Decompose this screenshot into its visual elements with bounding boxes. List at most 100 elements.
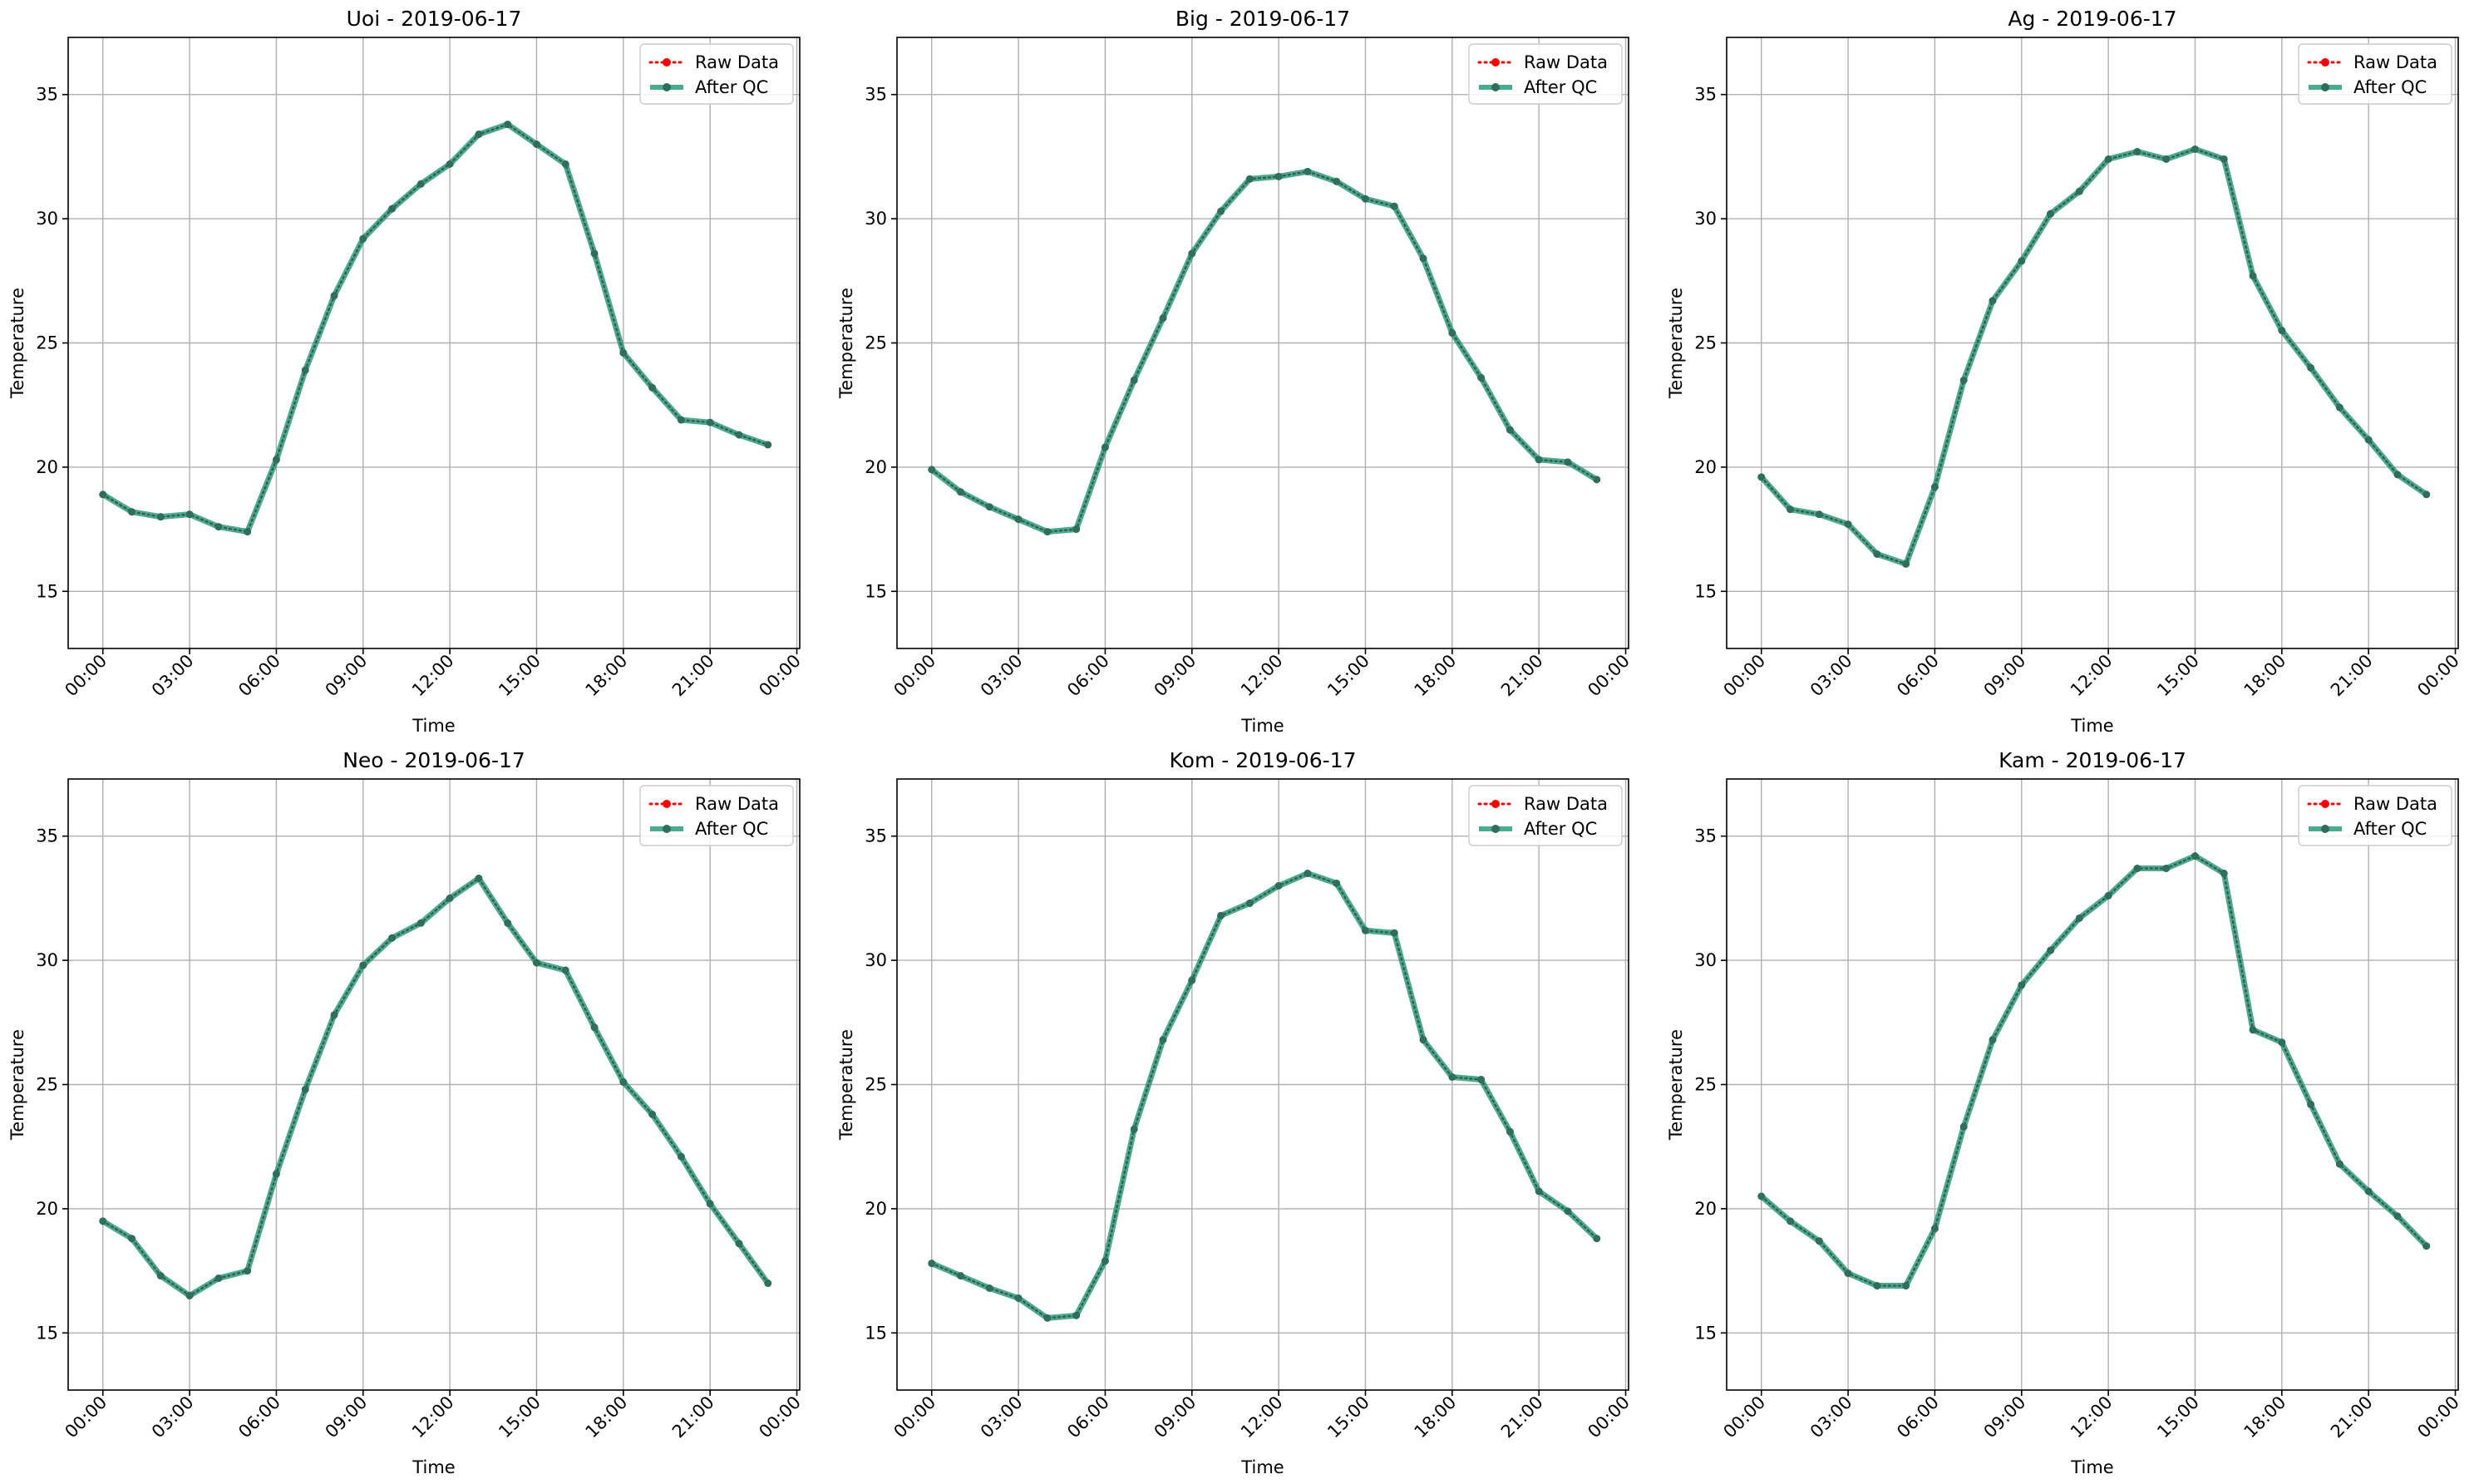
data-point bbox=[2104, 155, 2112, 163]
data-point bbox=[1535, 1187, 1543, 1196]
legend-qc-label: After QC bbox=[2353, 819, 2427, 839]
data-point bbox=[706, 1200, 714, 1208]
y-tick-label: 30 bbox=[1694, 209, 1717, 229]
data-point bbox=[957, 1272, 965, 1280]
data-point bbox=[1072, 1311, 1081, 1319]
legend-raw-marker bbox=[1491, 58, 1500, 67]
data-point bbox=[1274, 172, 1283, 180]
data-point bbox=[1844, 520, 1852, 529]
x-tick-label: 12:00 bbox=[1237, 1393, 1287, 1442]
series-after-qc-line bbox=[929, 168, 1600, 535]
data-point bbox=[2335, 403, 2343, 412]
x-tick-label: 18:00 bbox=[2240, 651, 2290, 701]
y-axis-label: Temperature bbox=[1666, 1029, 1686, 1141]
x-tick-label: 09:00 bbox=[322, 651, 372, 701]
data-point bbox=[1217, 207, 1225, 215]
data-point bbox=[590, 1023, 599, 1032]
data-point bbox=[1757, 1192, 1766, 1201]
data-point bbox=[2075, 187, 2083, 195]
data-point bbox=[2047, 946, 2055, 954]
series-after-qc-line bbox=[100, 875, 771, 1299]
data-point bbox=[677, 1152, 685, 1161]
subplot-5: 00:00 03:00 06:00 09:00 12:00 15:00 18:00 21:00… bbox=[1666, 748, 2463, 1477]
data-point bbox=[330, 292, 338, 300]
data-point bbox=[2162, 865, 2171, 873]
data-point bbox=[957, 488, 965, 496]
x-tick-label: 00:00 bbox=[890, 651, 940, 701]
x-tick-label: 09:00 bbox=[1980, 1393, 2030, 1442]
data-point bbox=[244, 528, 252, 536]
y-tick-label: 20 bbox=[865, 1199, 887, 1219]
chart-title: Kam - 2019-06-17 bbox=[1998, 748, 2186, 772]
x-tick-label: 06:00 bbox=[1063, 651, 1113, 701]
data-point bbox=[1989, 1036, 1997, 1044]
data-point bbox=[128, 1235, 136, 1243]
legend-qc-label: After QC bbox=[695, 819, 768, 839]
x-tick-label: 12:00 bbox=[2067, 1393, 2117, 1442]
legend-qc-marker bbox=[663, 825, 671, 833]
legend-raw-label: Raw Data bbox=[2353, 52, 2437, 72]
data-point bbox=[1245, 899, 1254, 907]
x-tick-label: 03:00 bbox=[1806, 651, 1856, 701]
data-point bbox=[2307, 363, 2315, 372]
x-tick-label: 09:00 bbox=[1151, 651, 1200, 701]
data-point bbox=[1361, 926, 1369, 934]
data-point bbox=[1130, 1125, 1138, 1133]
x-tick-label: 06:00 bbox=[1893, 651, 1943, 701]
x-tick-label: 15:00 bbox=[495, 1393, 545, 1442]
data-point bbox=[2047, 210, 2055, 218]
data-point bbox=[416, 180, 425, 188]
data-point bbox=[1815, 1237, 1823, 1245]
series-raw-data-line bbox=[930, 872, 1598, 1319]
series-raw-data-line bbox=[101, 123, 769, 533]
data-point bbox=[1448, 1073, 1456, 1082]
data-point bbox=[2133, 865, 2141, 873]
data-point bbox=[214, 1274, 223, 1283]
data-point bbox=[99, 491, 107, 499]
legend-qc-label: After QC bbox=[2353, 77, 2427, 97]
series-after-qc-line bbox=[1758, 853, 2430, 1289]
data-point bbox=[1593, 476, 1601, 484]
x-axis-label: Time bbox=[1240, 1457, 1284, 1477]
x-tick-label: 09:00 bbox=[1980, 651, 2030, 701]
data-point bbox=[2307, 1100, 2315, 1108]
y-axis-label: Temperature bbox=[7, 288, 27, 399]
data-point bbox=[1419, 254, 1427, 263]
legend: Raw Data After QC bbox=[1468, 43, 1623, 105]
y-tick-label: 20 bbox=[865, 457, 887, 477]
x-tick-label: 21:00 bbox=[668, 651, 718, 701]
data-point bbox=[2075, 914, 2083, 922]
x-tick-label: 15:00 bbox=[495, 651, 545, 701]
legend-raw-marker bbox=[663, 800, 671, 808]
data-point bbox=[2104, 891, 2112, 900]
y-axis-label: Temperature bbox=[1666, 288, 1686, 399]
data-point bbox=[619, 348, 628, 357]
series-after-qc-line bbox=[929, 870, 1600, 1321]
data-point bbox=[1159, 1036, 1167, 1044]
y-tick-label: 25 bbox=[1694, 333, 1717, 353]
data-point bbox=[156, 1272, 165, 1280]
x-tick-label: 00:00 bbox=[1720, 1393, 1770, 1442]
x-tick-label: 21:00 bbox=[1497, 1393, 1547, 1442]
data-point bbox=[1014, 515, 1023, 524]
data-point bbox=[1506, 1127, 1514, 1136]
y-tick-label: 25 bbox=[36, 333, 58, 353]
subplot-0: 00:00 03:00 06:00 09:00 12:00 15:00 18:00 21:00… bbox=[7, 7, 805, 736]
legend: Raw Data After QC bbox=[2298, 785, 2452, 846]
data-point bbox=[1959, 376, 1968, 384]
y-tick-label: 30 bbox=[36, 950, 58, 970]
data-point bbox=[301, 366, 309, 374]
data-point bbox=[985, 1284, 993, 1292]
legend-raw-label: Raw Data bbox=[695, 52, 779, 72]
data-point bbox=[1390, 929, 1398, 937]
y-axis-label: Temperature bbox=[7, 1029, 27, 1141]
legend-raw-label: Raw Data bbox=[1524, 52, 1608, 72]
series-raw-data-line bbox=[1760, 148, 2427, 565]
y-tick-label: 35 bbox=[36, 85, 58, 105]
data-point bbox=[2249, 272, 2257, 280]
x-tick-label: 12:00 bbox=[408, 651, 458, 701]
data-point bbox=[330, 1011, 338, 1019]
data-point bbox=[359, 961, 367, 969]
y-tick-label: 25 bbox=[865, 333, 887, 353]
